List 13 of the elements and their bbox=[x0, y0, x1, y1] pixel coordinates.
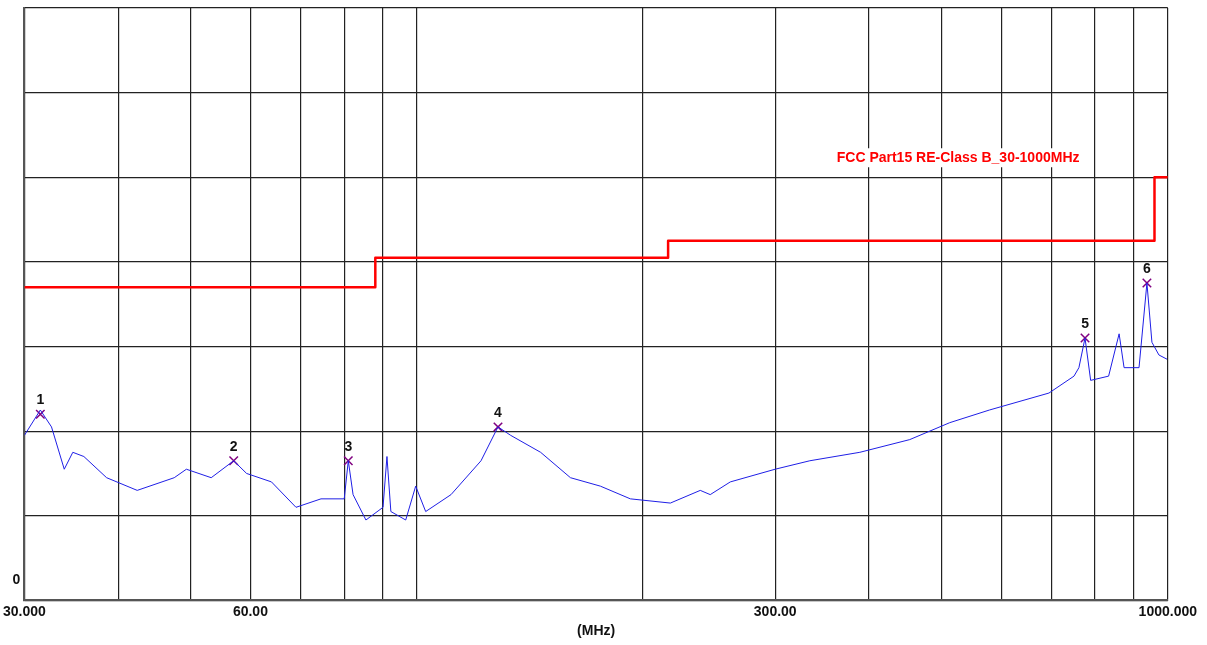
annotation: 3 bbox=[344, 437, 353, 454]
annotation: 5 bbox=[1081, 314, 1090, 331]
annotation: 1 bbox=[36, 391, 45, 408]
text: 0 bbox=[12, 571, 21, 588]
x-tick-label: 60.00 bbox=[232, 602, 269, 619]
annotation: 4 bbox=[494, 403, 503, 420]
annotation: 2 bbox=[229, 437, 238, 454]
annotation: 6 bbox=[1143, 259, 1152, 276]
text: FCC Part15 RE-Class B_30-1000MHz bbox=[836, 149, 1080, 166]
x-axis-title: (MHz) bbox=[577, 622, 616, 639]
x-tick-label: 300.00 bbox=[753, 602, 797, 619]
x-tick-label: 30.000 bbox=[3, 602, 47, 619]
x-tick-label: 1000.000 bbox=[1138, 602, 1198, 619]
